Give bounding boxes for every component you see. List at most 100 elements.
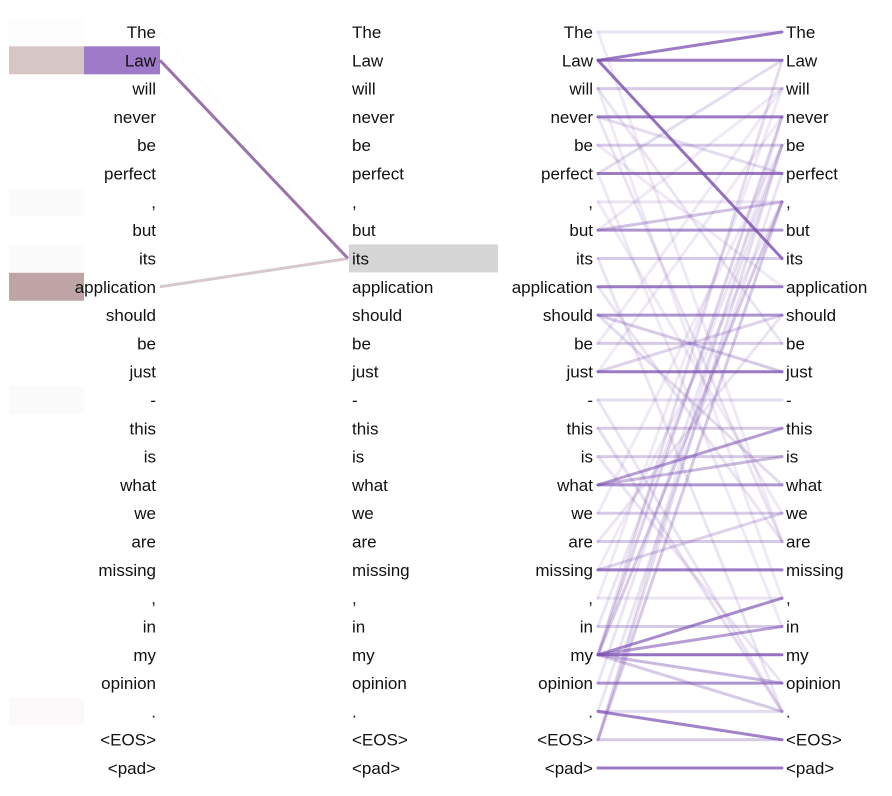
target-token[interactable]: just	[785, 363, 813, 382]
target-token[interactable]: .	[352, 702, 357, 721]
right-panel-target-tokens[interactable]: The Law will never be perfect, but its applicati…	[785, 23, 867, 778]
source-token[interactable]: this	[567, 419, 593, 438]
source-token[interactable]: -	[587, 391, 593, 410]
target-token[interactable]: never	[786, 108, 829, 127]
target-token[interactable]: this	[786, 419, 812, 438]
source-token[interactable]: <EOS>	[100, 731, 156, 750]
source-token[interactable]: <pad>	[108, 759, 156, 778]
source-token[interactable]: The	[127, 23, 156, 42]
source-token[interactable]: in	[143, 617, 156, 636]
source-token[interactable]: Law	[125, 51, 157, 70]
target-token[interactable]: -	[352, 391, 358, 410]
source-token[interactable]: just	[129, 363, 157, 382]
target-token[interactable]: its	[786, 249, 803, 268]
target-token[interactable]: missing	[352, 561, 410, 580]
target-token[interactable]: be	[786, 334, 805, 353]
target-token[interactable]: in	[786, 617, 799, 636]
target-token[interactable]: Law	[352, 51, 384, 70]
target-token[interactable]: The	[352, 23, 381, 42]
source-token[interactable]: will	[568, 80, 593, 99]
source-token[interactable]: ,	[151, 193, 156, 212]
source-token[interactable]: should	[543, 306, 593, 325]
target-token[interactable]: in	[352, 617, 365, 636]
target-token[interactable]: opinion	[786, 674, 841, 693]
left-panel-target-tokens[interactable]: The Law will never be perfect, but its applicati…	[351, 23, 433, 778]
source-token[interactable]: but	[569, 221, 593, 240]
target-token[interactable]: my	[786, 646, 809, 665]
source-token[interactable]: will	[131, 80, 156, 99]
source-token[interactable]: be	[137, 334, 156, 353]
target-token[interactable]: opinion	[352, 674, 407, 693]
target-token[interactable]: this	[352, 419, 378, 438]
source-token[interactable]: application	[75, 278, 156, 297]
target-token[interactable]: be	[352, 334, 371, 353]
target-token[interactable]: are	[786, 533, 811, 552]
source-token[interactable]: perfect	[104, 165, 156, 184]
source-token[interactable]: is	[581, 448, 593, 467]
target-token[interactable]: we	[351, 504, 374, 523]
target-token[interactable]: should	[786, 306, 836, 325]
source-token[interactable]: this	[130, 419, 156, 438]
target-token[interactable]: ,	[352, 589, 357, 608]
target-token[interactable]: will	[351, 80, 376, 99]
target-token[interactable]: is	[786, 448, 798, 467]
source-token[interactable]: The	[564, 23, 593, 42]
source-token[interactable]: never	[550, 108, 593, 127]
source-token[interactable]: are	[568, 533, 593, 552]
target-token[interactable]: <EOS>	[352, 731, 408, 750]
source-token[interactable]: what	[556, 476, 593, 495]
target-token[interactable]: be	[352, 136, 371, 155]
source-token[interactable]: its	[576, 249, 593, 268]
source-token[interactable]: my	[570, 646, 593, 665]
target-token[interactable]: perfect	[352, 165, 404, 184]
source-token[interactable]: ,	[588, 193, 593, 212]
target-token[interactable]: .	[786, 702, 791, 721]
target-token[interactable]: missing	[786, 561, 844, 580]
target-token[interactable]: ,	[352, 193, 357, 212]
target-token[interactable]: -	[786, 391, 792, 410]
target-token[interactable]: its	[352, 249, 369, 268]
target-token[interactable]: ,	[786, 193, 791, 212]
target-token[interactable]: application	[352, 278, 433, 297]
target-token[interactable]: but	[786, 221, 810, 240]
target-token[interactable]: <EOS>	[786, 731, 842, 750]
target-token[interactable]: will	[785, 80, 810, 99]
source-token[interactable]: my	[133, 646, 156, 665]
source-token[interactable]: never	[113, 108, 156, 127]
target-token[interactable]: should	[352, 306, 402, 325]
source-token[interactable]: are	[131, 533, 156, 552]
source-token[interactable]: what	[119, 476, 156, 495]
target-token[interactable]: application	[786, 278, 867, 297]
target-token[interactable]: never	[352, 108, 395, 127]
source-token[interactable]: opinion	[101, 674, 156, 693]
target-token[interactable]: Law	[786, 51, 818, 70]
source-token[interactable]: .	[588, 702, 593, 721]
source-token[interactable]: be	[574, 334, 593, 353]
source-token[interactable]: perfect	[541, 165, 593, 184]
source-token[interactable]: be	[137, 136, 156, 155]
target-token[interactable]: are	[352, 533, 377, 552]
right-panel-source-tokens[interactable]: The Law will never be perfect, but its applicati…	[512, 23, 594, 778]
source-token[interactable]: we	[133, 504, 156, 523]
source-token[interactable]: but	[132, 221, 156, 240]
source-token[interactable]: in	[580, 617, 593, 636]
source-token[interactable]: should	[106, 306, 156, 325]
target-token[interactable]: what	[785, 476, 822, 495]
target-token[interactable]: perfect	[786, 165, 838, 184]
target-token[interactable]: The	[786, 23, 815, 42]
source-token[interactable]: is	[144, 448, 156, 467]
target-token[interactable]: be	[786, 136, 805, 155]
source-token[interactable]: Law	[562, 51, 594, 70]
target-token[interactable]: <pad>	[352, 759, 400, 778]
source-token[interactable]: missing	[535, 561, 593, 580]
target-token[interactable]: just	[351, 363, 379, 382]
source-token[interactable]: ,	[151, 589, 156, 608]
left-panel-source-tokens[interactable]: The Law will never be perfect, but its applicati…	[75, 23, 157, 778]
source-token[interactable]: -	[150, 391, 156, 410]
target-token[interactable]: is	[352, 448, 364, 467]
target-token[interactable]: but	[352, 221, 376, 240]
source-token[interactable]: opinion	[538, 674, 593, 693]
source-token[interactable]: we	[570, 504, 593, 523]
source-token[interactable]: ,	[588, 589, 593, 608]
target-token[interactable]: we	[785, 504, 808, 523]
